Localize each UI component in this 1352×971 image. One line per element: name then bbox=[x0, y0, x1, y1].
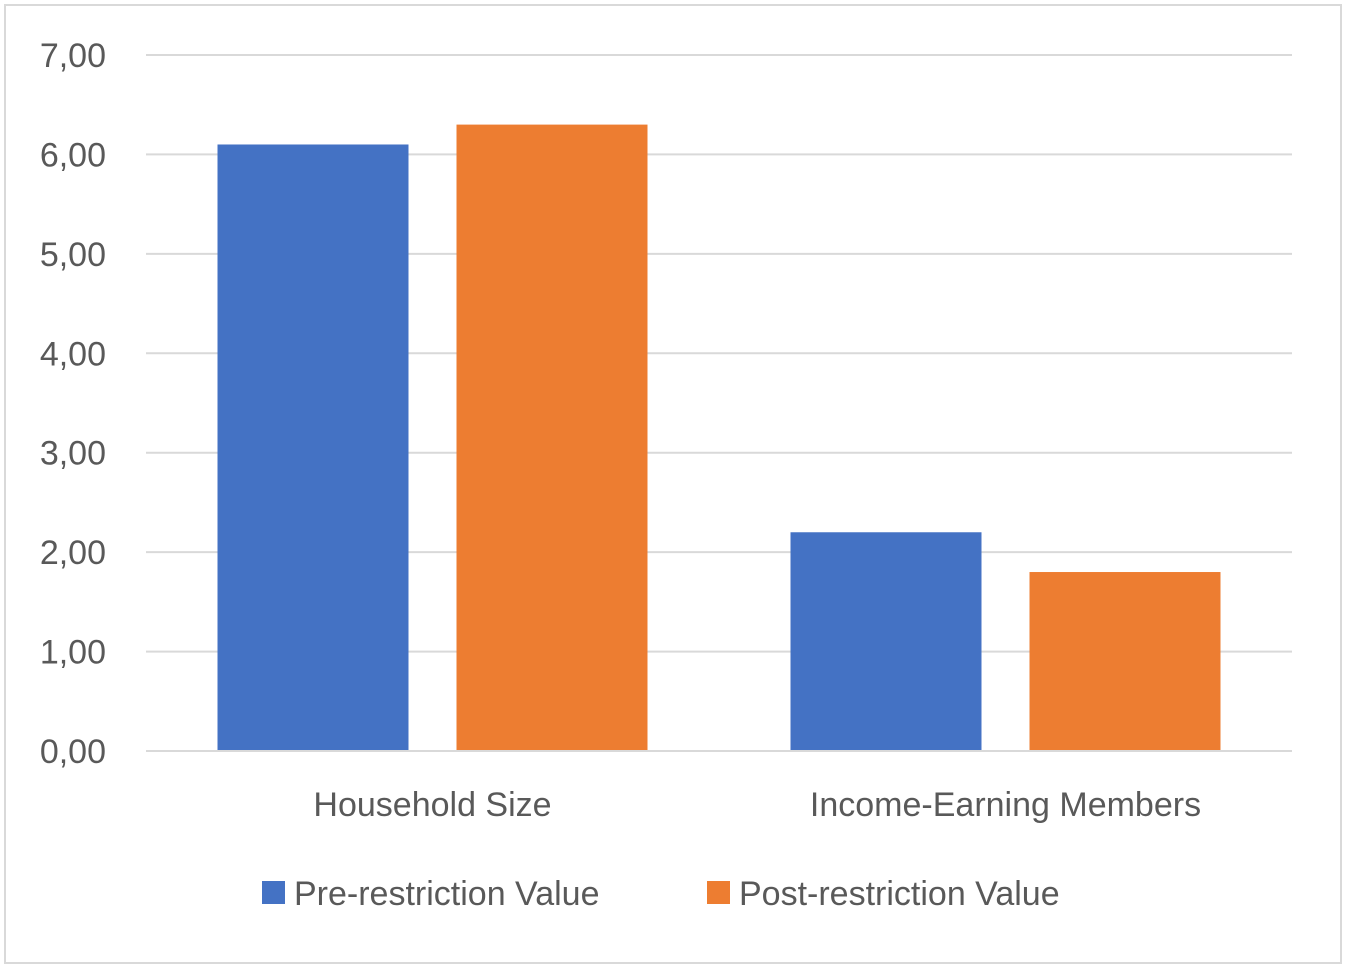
x-category-label: Income-Earning Members bbox=[810, 786, 1201, 824]
legend-swatch bbox=[262, 881, 285, 904]
bar-post-1 bbox=[1029, 572, 1221, 751]
y-tick-label: 0,00 bbox=[40, 733, 106, 771]
y-tick-label: 6,00 bbox=[40, 136, 106, 174]
x-axis-category-labels: Household Size Income-Earning Members bbox=[313, 786, 1201, 824]
bars bbox=[217, 124, 1221, 752]
bar-post-0 bbox=[456, 124, 648, 752]
legend: Pre-restriction Value Post-restriction Va… bbox=[262, 875, 1060, 913]
y-tick-label: 4,00 bbox=[40, 335, 106, 373]
bar-pre-1 bbox=[790, 532, 982, 751]
y-tick-label: 7,00 bbox=[40, 37, 106, 75]
y-tick-label: 2,00 bbox=[40, 534, 106, 572]
x-category-label: Household Size bbox=[313, 786, 551, 824]
y-tick-label: 3,00 bbox=[40, 435, 106, 473]
y-tick-label: 1,00 bbox=[40, 634, 106, 672]
legend-label: Pre-restriction Value bbox=[294, 875, 600, 913]
y-axis-tick-labels: 0,00 1,00 2,00 3,00 4,00 5,00 6,00 7,00 bbox=[40, 37, 106, 771]
y-tick-label: 5,00 bbox=[40, 236, 106, 274]
legend-label: Post-restriction Value bbox=[739, 875, 1060, 913]
legend-swatch bbox=[707, 881, 730, 904]
bar-pre-0 bbox=[217, 144, 409, 751]
